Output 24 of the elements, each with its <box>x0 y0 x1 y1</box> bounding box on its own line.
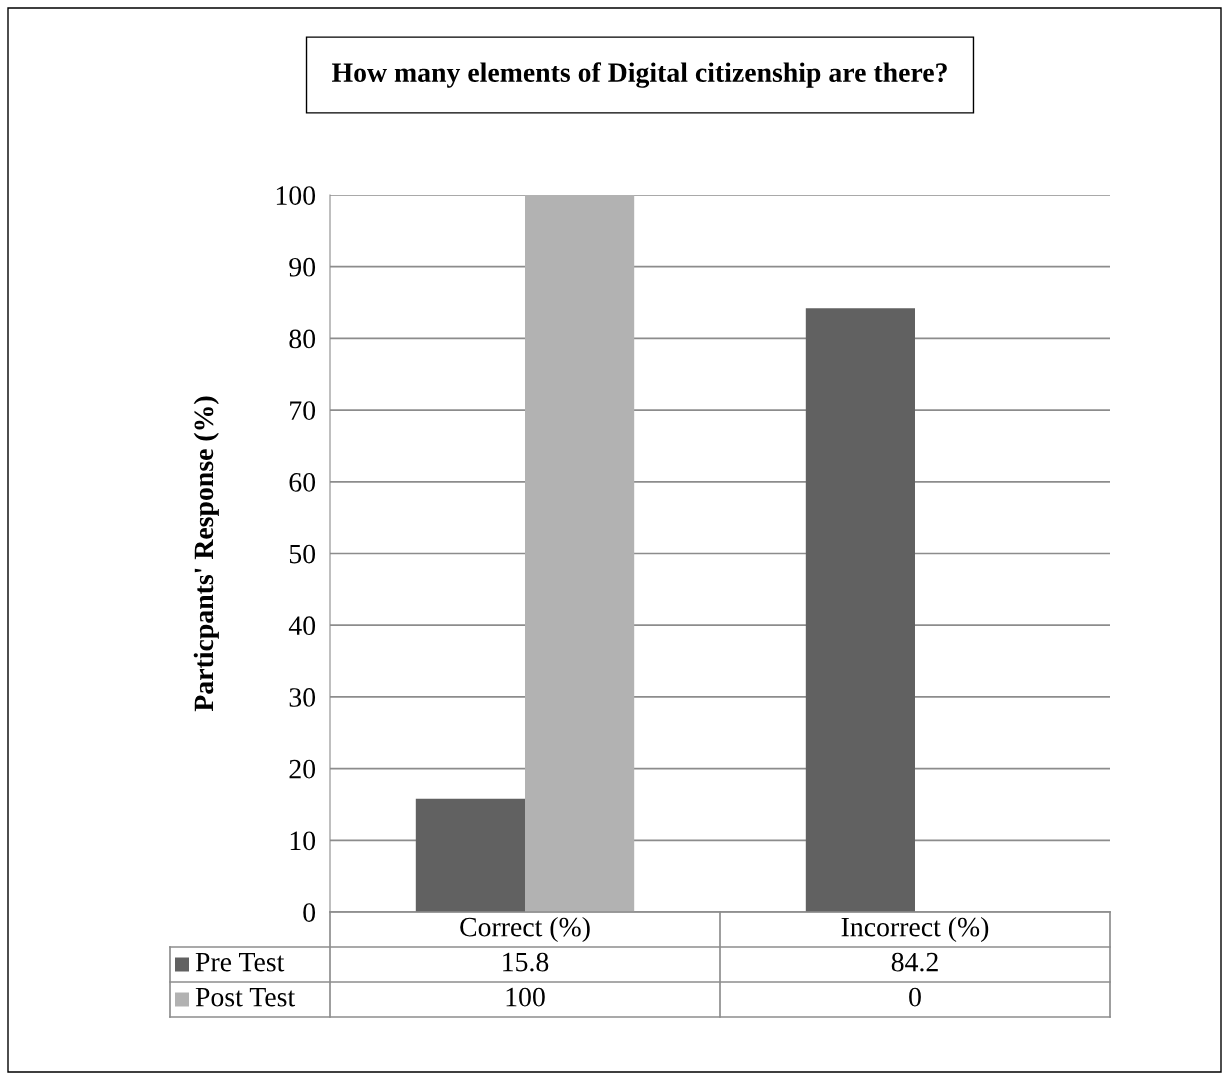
x-tick-label: Incorrect (%) <box>841 916 989 943</box>
bar <box>805 308 915 912</box>
data-label: 0 <box>909 987 921 1007</box>
y-tick-label: 60 <box>289 472 316 492</box>
data-label: 84.2 <box>891 952 938 972</box>
y-tick-label: 10 <box>290 831 316 851</box>
bar <box>525 195 635 912</box>
y-tick-label: 0 <box>303 903 316 922</box>
y-axis-title: Particpants' Response (%) <box>193 396 219 712</box>
y-tick-label: 90 <box>289 257 316 277</box>
y-tick-label: 50 <box>289 544 316 564</box>
y-tick-label: 40 <box>288 616 316 636</box>
data-label: 100 <box>506 987 545 1007</box>
y-tick-label: 100 <box>276 186 316 205</box>
y-tick-label: 70 <box>290 401 316 421</box>
legend-label: Post Test <box>195 987 296 1007</box>
bar <box>415 798 525 912</box>
y-tick-label: 30 <box>289 688 316 707</box>
chart-title: How many elements of Digital citizenship are there? <box>331 62 947 88</box>
legend-label: Pre Test <box>195 952 285 972</box>
x-tick-label: Correct (%) <box>460 916 590 943</box>
y-tick-label: 20 <box>289 759 316 779</box>
y-tick-label: 80 <box>289 329 316 349</box>
data-label: 15.8 <box>503 952 549 972</box>
